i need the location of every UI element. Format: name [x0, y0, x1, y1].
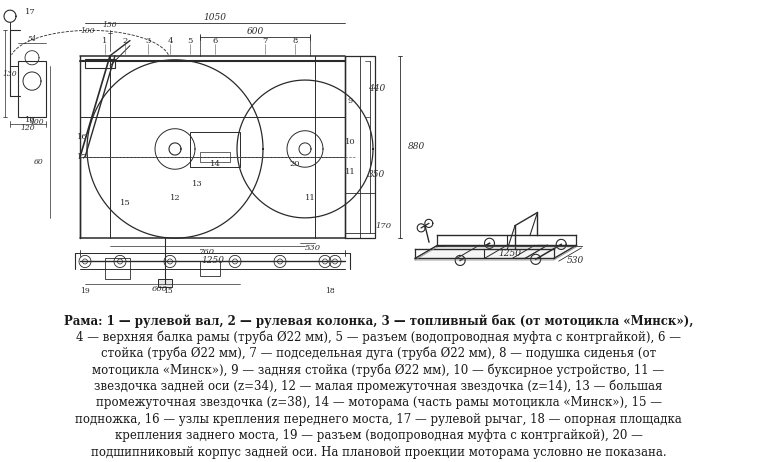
Polygon shape [415, 247, 576, 260]
Text: 1250: 1250 [498, 249, 522, 258]
Text: 150: 150 [103, 21, 117, 29]
Text: 17: 17 [77, 153, 88, 161]
Text: стойка (труба Ø22 мм), 7 — подседельная дуга (труба Ø22 мм), 8 — подушка сиденья: стойка (труба Ø22 мм), 7 — подседельная … [101, 347, 656, 360]
Text: 9: 9 [347, 97, 353, 105]
Bar [158, 279, 172, 287]
Text: 14: 14 [210, 160, 220, 168]
Text: 440: 440 [369, 84, 385, 93]
Text: подшипниковый корпус задней оси. На плановой проекции моторама условно не показа: подшипниковый корпус задней оси. На план… [91, 445, 666, 459]
Text: 16: 16 [77, 133, 88, 141]
Text: 1: 1 [102, 36, 107, 44]
Text: 18: 18 [325, 287, 335, 295]
Bar [190, 132, 240, 167]
Text: крепления заднего моста, 19 — разъем (водопроводная муфта с контргайкой), 20 —: крепления заднего моста, 19 — разъем (во… [114, 429, 643, 442]
Bar [105, 258, 130, 279]
Text: звездочка задней оси (z=34), 12 — малая промежуточная звездочка (z=14), 13 — бол: звездочка задней оси (z=34), 12 — малая … [95, 380, 662, 393]
Text: 880: 880 [408, 142, 425, 152]
Text: 1250: 1250 [201, 256, 224, 265]
Text: 600: 600 [246, 27, 263, 36]
Text: 7: 7 [263, 36, 268, 44]
Text: 54: 54 [27, 35, 36, 43]
Bar [345, 193, 375, 233]
Text: 4: 4 [167, 36, 173, 44]
Text: 20: 20 [290, 160, 301, 168]
Text: 11: 11 [344, 168, 355, 176]
Text: 13: 13 [192, 181, 202, 188]
Text: 530: 530 [304, 244, 320, 252]
Text: 17: 17 [25, 8, 36, 16]
Text: 5: 5 [187, 36, 193, 44]
Text: 10: 10 [344, 138, 355, 146]
Text: 400: 400 [30, 118, 44, 126]
Text: 530: 530 [566, 256, 584, 265]
Text: 170: 170 [375, 222, 391, 230]
Text: 8: 8 [292, 36, 298, 44]
Text: 3: 3 [145, 36, 151, 44]
Text: 16: 16 [25, 116, 36, 123]
Bar [200, 261, 220, 276]
Bar [200, 152, 230, 162]
Text: Рама: 1 — рулевой вал, 2 — рулевая колонка, 3 — топливный бак (от мотоцикла «Мин: Рама: 1 — рулевой вал, 2 — рулевая колон… [64, 314, 693, 328]
Text: 350: 350 [369, 170, 385, 179]
Text: мотоцикла «Минск»), 9 — задняя стойка (труба Ø22 мм), 10 — буксирное устройство,: мотоцикла «Минск»), 9 — задняя стойка (т… [92, 364, 665, 377]
Text: 12: 12 [170, 194, 180, 201]
Text: 120: 120 [20, 124, 36, 132]
Text: 11: 11 [304, 194, 316, 201]
Text: 15: 15 [120, 199, 130, 207]
Text: 6: 6 [213, 36, 217, 44]
Text: 19: 19 [80, 287, 90, 295]
Text: 15: 15 [163, 287, 173, 295]
Text: подножка, 16 — узлы крепления переднего моста, 17 — рулевой рычаг, 18 — опорная : подножка, 16 — узлы крепления переднего … [75, 413, 682, 426]
Text: 2: 2 [123, 36, 128, 44]
Text: 130: 130 [2, 70, 17, 78]
Text: 1050: 1050 [204, 13, 226, 22]
Text: 4 — верхняя балка рамы (труба Ø22 мм), 5 — разъем (водопроводная муфта с контрга: 4 — верхняя балка рамы (труба Ø22 мм), 5… [76, 330, 681, 344]
Text: 60: 60 [34, 158, 44, 166]
Text: 760: 760 [199, 249, 216, 256]
Text: 600: 600 [152, 285, 168, 293]
Bar [85, 59, 115, 68]
Text: промежуточная звездочка (z=38), 14 — моторама (часть рамы мотоцикла «Минск»), 15: промежуточная звездочка (z=38), 14 — мот… [95, 396, 662, 409]
Bar [18, 61, 46, 116]
Bar [345, 56, 375, 238]
Text: 100: 100 [81, 27, 95, 36]
